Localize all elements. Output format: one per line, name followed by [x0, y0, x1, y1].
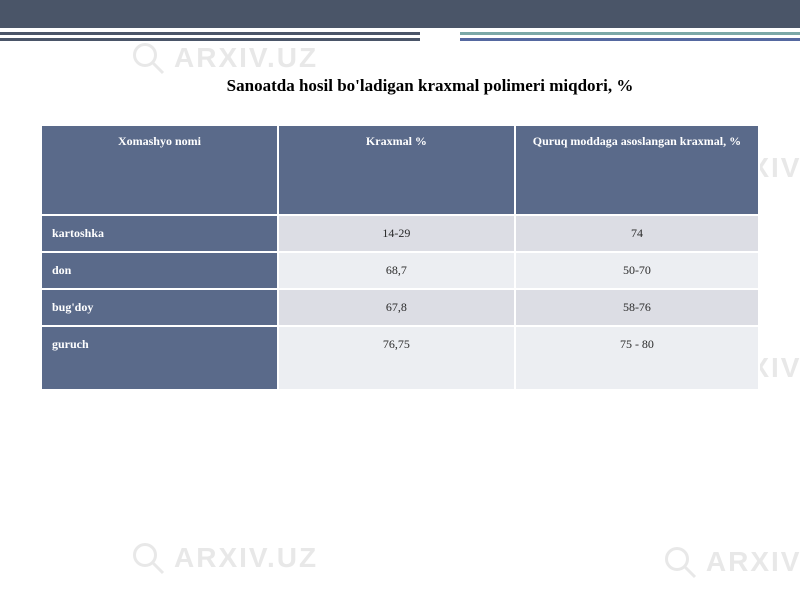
- slide-title: Sanoatda hosil bo'ladigan kraxmal polime…: [40, 76, 760, 96]
- row-label: guruch: [41, 326, 278, 390]
- cell: 14-29: [278, 215, 515, 252]
- watermark: ARXIV.UZ: [662, 544, 800, 580]
- top-banner: [0, 0, 800, 28]
- cell: 50-70: [515, 252, 759, 289]
- table-row: kartoshka 14-29 74: [41, 215, 759, 252]
- table-row: guruch 76,75 75 - 80: [41, 326, 759, 390]
- column-header: Xomashyo nomi: [41, 125, 278, 215]
- row-label: don: [41, 252, 278, 289]
- row-label: bug'doy: [41, 289, 278, 326]
- row-label: kartoshka: [41, 215, 278, 252]
- cell: 75 - 80: [515, 326, 759, 390]
- cell: 76,75: [278, 326, 515, 390]
- table-header-row: Xomashyo nomi Kraxmal % Quruq moddaga as…: [41, 125, 759, 215]
- cell: 58-76: [515, 289, 759, 326]
- column-header: Kraxmal %: [278, 125, 515, 215]
- watermark: ARXIV.UZ: [130, 540, 318, 576]
- table-row: bug'doy 67,8 58-76: [41, 289, 759, 326]
- data-table: Xomashyo nomi Kraxmal % Quruq moddaga as…: [40, 124, 760, 391]
- cell: 74: [515, 215, 759, 252]
- table-row: don 68,7 50-70: [41, 252, 759, 289]
- column-header: Quruq moddaga asoslangan kraxmal, %: [515, 125, 759, 215]
- decorative-stripes: [0, 28, 800, 46]
- cell: 67,8: [278, 289, 515, 326]
- cell: 68,7: [278, 252, 515, 289]
